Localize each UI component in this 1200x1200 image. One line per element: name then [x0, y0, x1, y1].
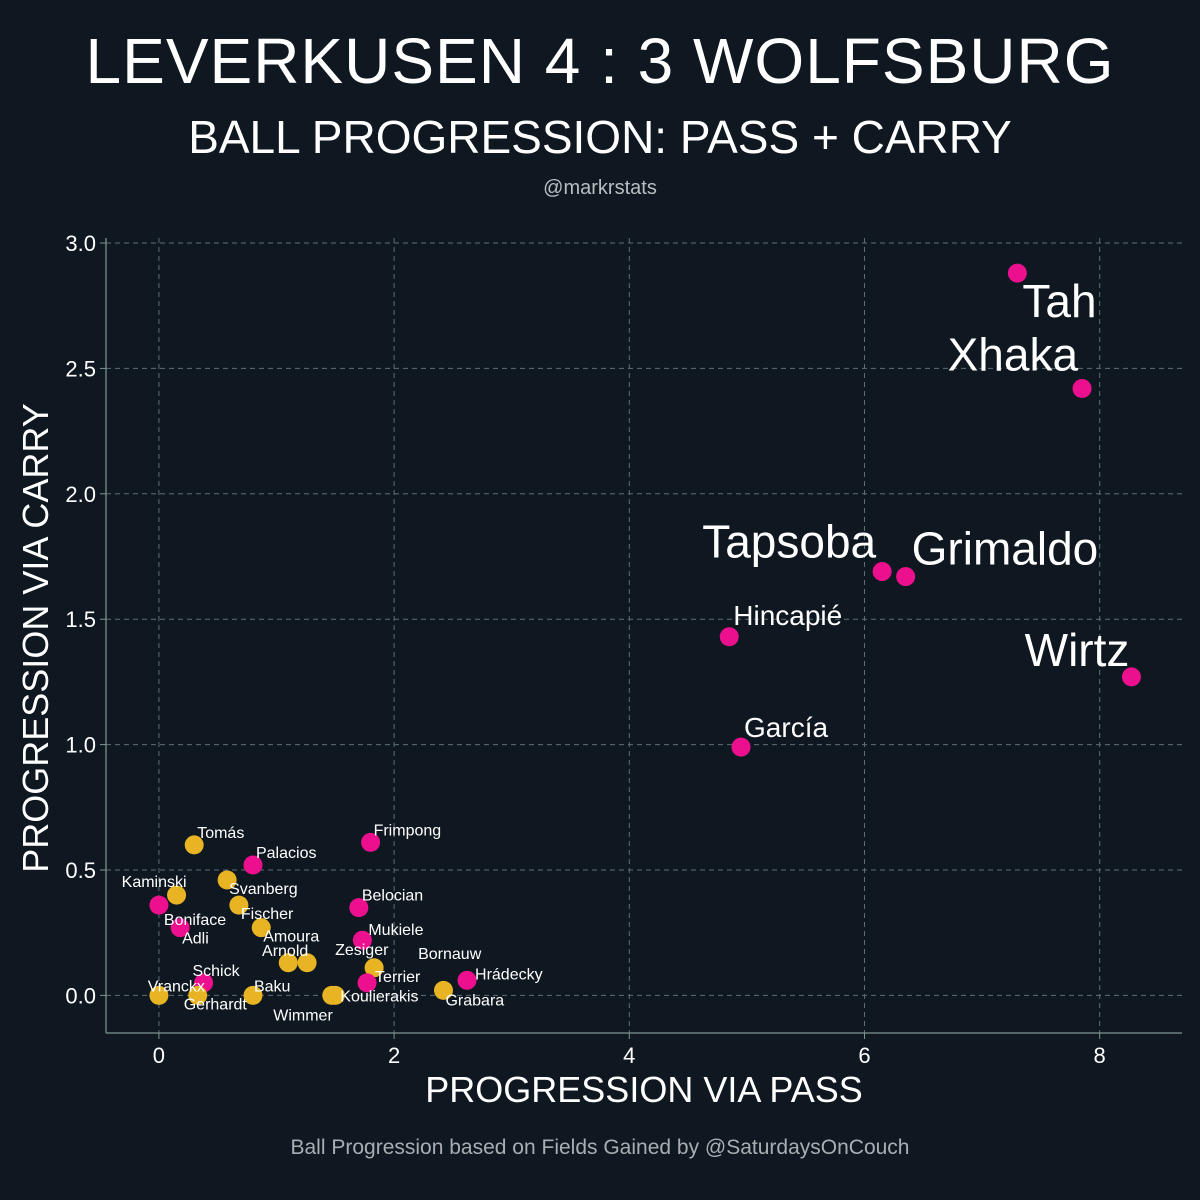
point-wolfsburg [364, 958, 384, 978]
chart-footer: Ball Progression based on Fields Gained … [290, 1136, 910, 1159]
x-tick-label: 0 [153, 1043, 165, 1068]
point-label: Bornauw [418, 946, 482, 963]
point-label: Hincapié [733, 600, 842, 631]
y-tick-label: 2.5 [65, 356, 96, 381]
point-label: Grabara [445, 992, 504, 1009]
tick-labels: 0 2 4 6 8 0.0 0.5 1.0 1.5 2.0 2.5 3.0 [65, 231, 1105, 1068]
point-label: Terrier [375, 969, 421, 986]
point-label: Grimaldo [912, 523, 1099, 575]
point-label: Mukiele [368, 922, 423, 939]
point-wolfsburg [322, 985, 342, 1005]
point-leverkusen [352, 930, 372, 950]
point-label: Tah [1022, 275, 1096, 327]
point-wolfsburg [278, 953, 298, 973]
point-label: Zesiger [335, 942, 389, 959]
x-tick-label: 6 [858, 1043, 870, 1068]
point-wolfsburg [433, 980, 453, 1000]
point-leverkusen [1072, 378, 1092, 398]
point-label: Xhaka [948, 328, 1079, 380]
point-label: Palacios [256, 845, 316, 862]
chart-title: LEVERKUSEN 4 : 3 WOLFSBURG [85, 25, 1115, 97]
x-tick-label: 4 [623, 1043, 635, 1068]
point-label: Adli [182, 931, 209, 948]
point-leverkusen [719, 627, 739, 647]
point-leverkusen [1121, 667, 1141, 687]
point-label: Koulierakis [340, 988, 418, 1005]
point-label: Frimpong [374, 822, 442, 839]
axes [100, 238, 1182, 1039]
point-leverkusen [357, 973, 377, 993]
point-leverkusen [731, 737, 751, 757]
point-label: Boniface [164, 912, 226, 929]
point-label: Svanberg [229, 881, 298, 898]
point-wolfsburg [243, 985, 263, 1005]
point-label: Wimmer [273, 1007, 333, 1024]
point-label: Amoura [263, 929, 319, 946]
x-axis-label: PROGRESSION VIA PASS [425, 1069, 862, 1110]
point-label: Fischer [241, 906, 294, 923]
point-wolfsburg [167, 885, 187, 905]
author-handle: @markrstats [543, 177, 657, 199]
point-leverkusen [361, 832, 381, 852]
x-tick-label: 2 [388, 1043, 400, 1068]
point-label: Schick [192, 963, 240, 980]
point-wolfsburg [184, 835, 204, 855]
point-leverkusen [896, 567, 916, 587]
y-tick-label: 0.0 [65, 983, 96, 1008]
y-tick-label: 1.5 [65, 607, 96, 632]
y-axis-label: PROGRESSION VIA CARRY [15, 403, 56, 872]
data-points [149, 263, 1141, 1005]
point-label: Belocian [362, 888, 423, 905]
y-tick-label: 0.5 [65, 858, 96, 883]
point-label: Baku [254, 978, 290, 995]
point-leverkusen [457, 970, 477, 990]
point-label: Kaminski [122, 874, 187, 891]
point-wolfsburg [297, 953, 317, 973]
point-leverkusen [243, 855, 263, 875]
point-leverkusen [349, 898, 369, 918]
y-tick-label: 3.0 [65, 231, 96, 256]
point-leverkusen [872, 562, 892, 582]
point-wolfsburg [188, 985, 208, 1005]
point-label: Arnold [262, 943, 308, 960]
point-label: Wirtz [1025, 624, 1130, 676]
point-label: García [744, 712, 828, 743]
point-leverkusen [170, 918, 190, 938]
point-label: Tapsoba [702, 516, 876, 568]
y-tick-label: 1.0 [65, 733, 96, 758]
x-tick-label: 8 [1094, 1043, 1106, 1068]
point-label: Gerhardt [184, 996, 248, 1013]
chart-subtitle: BALL PROGRESSION: PASS + CARRY [188, 111, 1012, 163]
point-leverkusen [1007, 263, 1027, 283]
point-wolfsburg [217, 870, 237, 890]
y-tick-label: 2.0 [65, 482, 96, 507]
point-label: Hrádecky [475, 966, 543, 983]
point-wolfsburg [251, 918, 271, 938]
point-label: Vranckx [148, 978, 205, 995]
grid-lines [106, 238, 1182, 1033]
point-label: Tomás [197, 825, 244, 842]
point-wolfsburg [149, 985, 169, 1005]
point-wolfsburg [229, 895, 249, 915]
point-leverkusen [149, 895, 169, 915]
